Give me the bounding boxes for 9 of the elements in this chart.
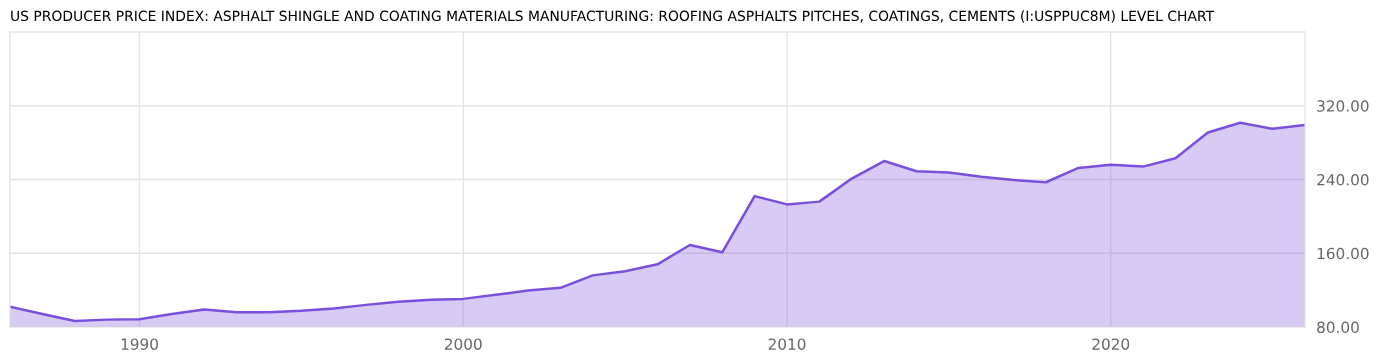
chart-title: US PRODUCER PRICE INDEX: ASPHALT SHINGLE AND COATING MATERIALS MANUFACTURING: ROOFING ASPHALTS PITCHES, COATINGS, CEMENTS (I:USPPUC8M) LEVEL CHART [11,10,1215,23]
x-tick-label: 2010 [768,338,806,350]
x-tick-label: 1990 [121,338,158,350]
x-tick-label: 2000 [444,338,482,350]
y-tick-label: 160.00 [1317,247,1369,260]
y-tick-label: 240.00 [1317,173,1369,186]
y-tick-label: 320.00 [1317,100,1369,112]
x-tick-label: 2020 [1092,338,1130,350]
y-tick-label: 80.00 [1317,321,1359,334]
